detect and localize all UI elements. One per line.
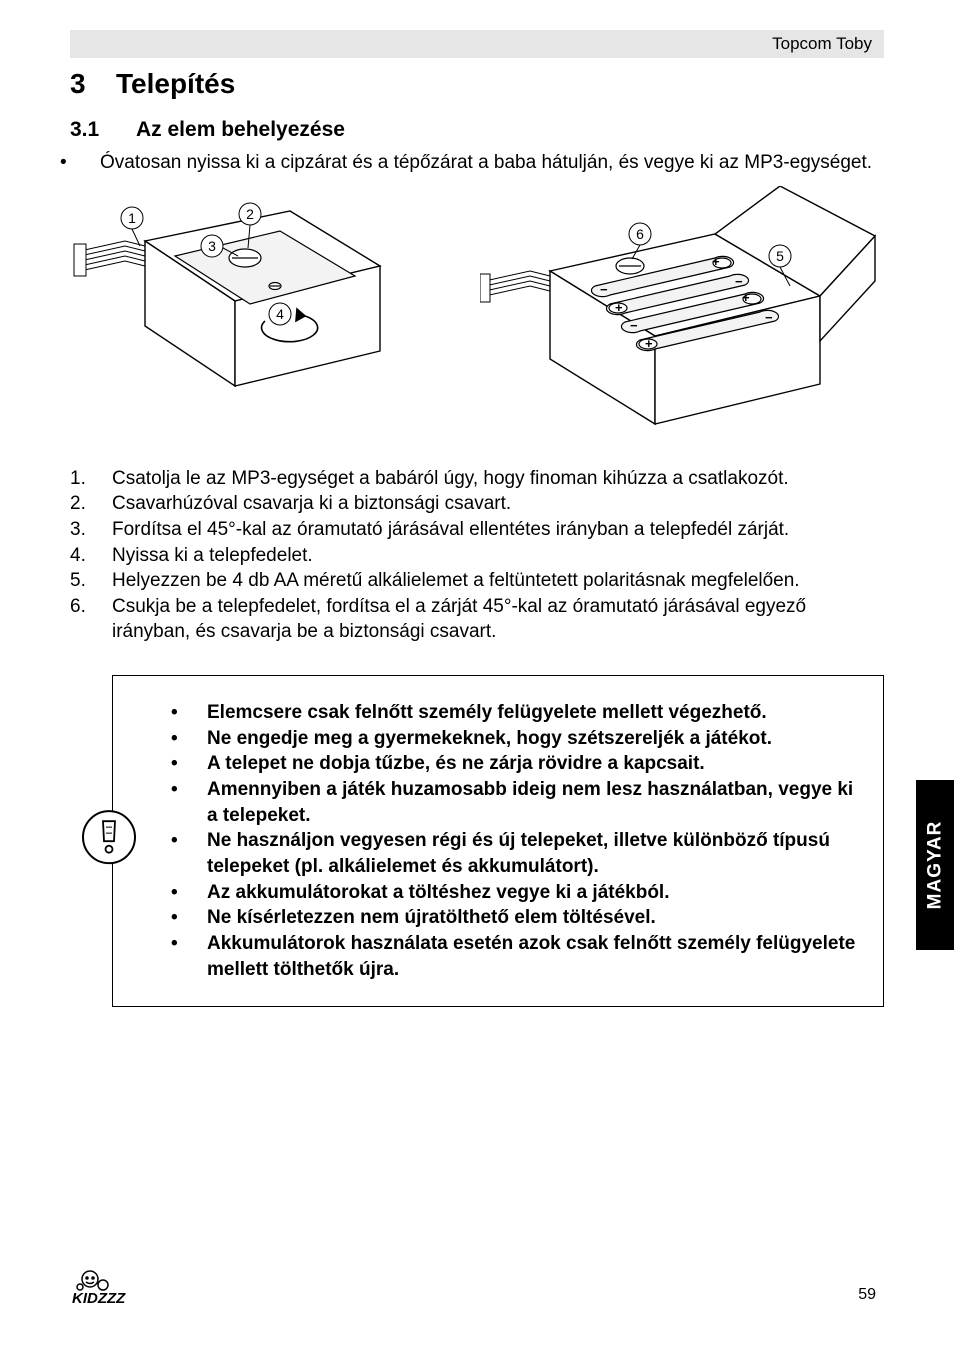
callout-4: 4	[276, 306, 284, 322]
warning-item: Elemcsere csak felnőtt személy felügyele…	[181, 700, 859, 726]
product-name: Topcom Toby	[772, 34, 872, 53]
step-num: 3.	[70, 517, 112, 543]
warning-item: Ne kísérletezzen nem újratölthető elem t…	[181, 905, 859, 931]
step-num: 2.	[70, 491, 112, 517]
section-title: 3Telepítés	[70, 68, 884, 100]
header-bar: Topcom Toby	[70, 30, 884, 58]
step-item: 2.Csavarhúzóval csavarja ki a biztonsági…	[70, 491, 884, 517]
warning-item: Akkumulátorok használata esetén azok csa…	[181, 931, 859, 982]
figure-left: 1 2 3 4	[70, 186, 440, 446]
subsection-title: 3.1Az elem behelyezése	[70, 118, 884, 142]
step-num: 6.	[70, 594, 112, 645]
step-text: Fordítsa el 45°-kal az óramutató járásáv…	[112, 517, 884, 543]
kidzzz-logo: KIDZZZ	[70, 1267, 140, 1312]
step-text: Nyissa ki a telepfedelet.	[112, 543, 884, 569]
step-text: Helyezzen be 4 db AA méretű alkálielemet…	[112, 568, 884, 594]
svg-text:+: +	[615, 300, 623, 315]
step-text: Csatolja le az MP3-egységet a babáról úg…	[112, 466, 884, 492]
callout-2: 2	[246, 206, 254, 222]
callout-1: 1	[128, 210, 136, 226]
step-text: Csukja be a telepfedelet, fordítsa el a …	[112, 594, 884, 645]
language-tab: MAGYAR	[916, 780, 954, 950]
callout-3: 3	[208, 238, 216, 254]
step-num: 4.	[70, 543, 112, 569]
step-item: 4.Nyissa ki a telepfedelet.	[70, 543, 884, 569]
svg-text:+: +	[645, 336, 653, 351]
svg-text:−: −	[600, 282, 608, 297]
svg-text:+: +	[742, 290, 750, 305]
warning-list: Elemcsere csak felnőtt személy felügyele…	[181, 700, 859, 982]
intro-paragraph: •Óvatosan nyissa ki a cipzárat és a tépő…	[70, 150, 884, 176]
battery-unit-closed-illustration: 1 2 3 4	[70, 186, 440, 446]
svg-text:−: −	[630, 318, 638, 333]
warning-box: Elemcsere csak felnőtt személy felügyele…	[112, 675, 884, 1007]
svg-text:+: +	[712, 254, 720, 269]
language-tab-text: MAGYAR	[924, 821, 946, 910]
warning-item: Ne engedje meg a gyermekeknek, hogy szét…	[181, 726, 859, 752]
step-num: 1.	[70, 466, 112, 492]
figure-right: +− +− +− +− 5 6	[480, 186, 850, 446]
intro-text: Óvatosan nyissa ki a cipzárat és a tépőz…	[100, 152, 872, 173]
step-item: 3.Fordítsa el 45°-kal az óramutató járás…	[70, 517, 884, 543]
warning-item: Az akkumulátorokat a töltéshez vegye ki …	[181, 880, 859, 906]
info-icon	[81, 809, 137, 873]
step-item: 6.Csukja be a telepfedelet, fordítsa el …	[70, 594, 884, 645]
callout-5: 5	[776, 248, 784, 264]
subsection-number: 3.1	[70, 118, 136, 142]
svg-text:KIDZZZ: KIDZZZ	[72, 1290, 126, 1307]
steps-list: 1.Csatolja le az MP3-egységet a babáról …	[70, 466, 884, 645]
callout-6: 6	[636, 226, 644, 242]
warning-item: Amennyiben a játék huzamosabb ideig nem …	[181, 777, 859, 828]
bullet-icon: •	[80, 150, 100, 176]
warning-item: Ne használjon vegyesen régi és új telepe…	[181, 828, 859, 879]
step-item: 5.Helyezzen be 4 db AA méretű alkálielem…	[70, 568, 884, 594]
figure-row: 1 2 3 4	[70, 186, 884, 446]
page-number: 59	[858, 1286, 876, 1304]
step-num: 5.	[70, 568, 112, 594]
svg-text:−: −	[765, 310, 773, 325]
page: Topcom Toby 3Telepítés 3.1Az elem behely…	[0, 0, 954, 1350]
section-text: Telepítés	[116, 68, 235, 99]
step-text: Csavarhúzóval csavarja ki a biztonsági c…	[112, 491, 884, 517]
subsection-text: Az elem behelyezése	[136, 118, 345, 141]
svg-text:−: −	[735, 274, 743, 289]
battery-unit-open-illustration: +− +− +− +− 5 6	[480, 186, 880, 466]
step-item: 1.Csatolja le az MP3-egységet a babáról …	[70, 466, 884, 492]
section-number: 3	[70, 68, 116, 100]
warning-item: A telepet ne dobja tűzbe, és ne zárja rö…	[181, 751, 859, 777]
